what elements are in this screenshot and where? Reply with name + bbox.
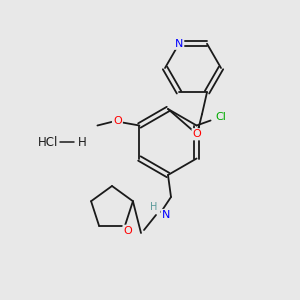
Text: O: O xyxy=(113,116,122,125)
Text: H: H xyxy=(78,136,86,148)
Text: O: O xyxy=(193,129,201,139)
Text: N: N xyxy=(175,39,183,49)
Text: Cl: Cl xyxy=(215,112,226,122)
Text: N: N xyxy=(162,210,170,220)
Text: O: O xyxy=(124,226,132,236)
Text: H: H xyxy=(150,202,158,212)
Text: HCl: HCl xyxy=(38,136,58,148)
